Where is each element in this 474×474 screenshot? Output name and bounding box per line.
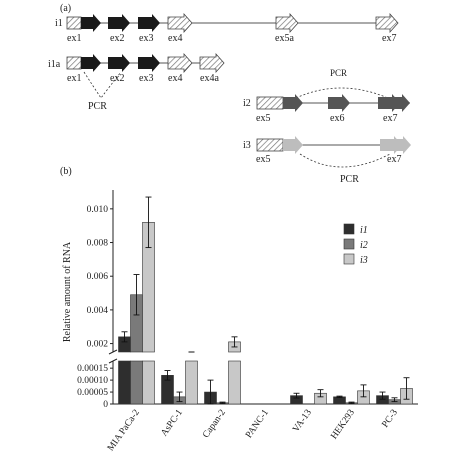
axis-break-mark (108, 358, 118, 364)
exon-label: ex1 (67, 33, 81, 44)
bar-i3 (185, 360, 198, 405)
exon-label: ex4 (168, 33, 182, 44)
y-axis-label: Relative amount of RNA (62, 241, 73, 342)
pcr-path (295, 87, 389, 99)
transcript-i3: i3 ex5 ex7 PCR (243, 136, 411, 185)
y-tick-label: 0.00010 (77, 376, 108, 386)
exon-ex7-tail (394, 94, 410, 112)
panel-b-label: (b) (60, 166, 72, 177)
y-tick-label: 0.010 (87, 205, 109, 215)
exon-label: ex1 (67, 73, 81, 84)
exon-ex6 (328, 94, 350, 112)
gene-structure-diagram: i1 ex1 ex2 ex3 ex4 ex5a ex7 i1a (48, 12, 411, 185)
x-tick-label: PC-3 (381, 408, 401, 430)
exon-ex1 (81, 54, 101, 72)
exon-utr (66, 56, 82, 70)
y-tick-label: 0.004 (87, 306, 109, 316)
axis-break-mark (108, 349, 118, 355)
exon-ex5 (283, 136, 303, 154)
bar-i3 (142, 222, 155, 405)
exon-ex3 (138, 54, 160, 72)
x-tick-label: HEK293 (329, 408, 357, 442)
exon-ex7 (375, 12, 399, 34)
bar-i1 (118, 336, 131, 405)
exon-label: ex5 (256, 113, 270, 124)
x-tick-label: AsPC-1 (160, 408, 186, 439)
y-tick-label: 0.002 (87, 340, 109, 350)
exon-label: ex4a (200, 73, 219, 84)
exon-ex2 (108, 54, 130, 72)
exon-ex1 (81, 14, 101, 32)
exon-ex4 (167, 52, 193, 74)
exon-utr (66, 16, 82, 30)
exon-label: ex5 (256, 154, 270, 165)
legend-swatch-i2 (343, 238, 355, 250)
x-tick-label: PANC-1 (244, 408, 271, 440)
bar-segment-lower (130, 360, 143, 405)
bar-i2 (130, 294, 143, 405)
pcr-label: PCR (330, 68, 347, 78)
transcript-i1: i1 ex1 ex2 ex3 ex4 ex5a ex7 (55, 12, 399, 44)
y-tick-label: 0.00005 (77, 388, 108, 398)
exon-label: ex5a (275, 33, 294, 44)
x-tick-labels: MIA PaCa-2 AsPC-1 Capan-2 PANC-1 VA-13 HEK293… (106, 408, 400, 454)
legend-label-i3: i3 (360, 255, 368, 266)
pcr-label: PCR (340, 174, 359, 185)
x-tick-label: MIA PaCa-2 (106, 408, 142, 453)
transcript-label-i1: i1 (55, 18, 63, 29)
bar-chart: Relative amount of RNA 0.002 0.004 0.006 0.… (62, 190, 418, 453)
bar-i3 (228, 341, 241, 405)
bar-segment-lower (118, 360, 131, 405)
legend-label-i2: i2 (360, 240, 368, 251)
y-tick-label: 0 (103, 400, 108, 410)
exon-label: ex3 (139, 73, 153, 84)
exon-label: ex6 (330, 113, 344, 124)
exon-label: ex3 (139, 33, 153, 44)
pcr-path (299, 153, 391, 168)
exon-ex7-tail (396, 136, 411, 154)
legend-swatch-i1 (343, 223, 355, 235)
exon-ex2 (108, 14, 130, 32)
exon-ex3 (138, 14, 160, 32)
transcript-i1a: i1a PCR ex1 ex2 ex3 ex4 ex4a (48, 52, 225, 112)
x-tick-label: Capan-2 (201, 408, 228, 440)
bars (118, 222, 413, 405)
exon-label: ex2 (110, 33, 124, 44)
exon-ex5a (275, 12, 299, 34)
exon-label: ex7 (383, 113, 397, 124)
transcript-label-i3: i3 (243, 140, 251, 151)
exon-ex4 (167, 12, 193, 34)
exon-label: ex7 (382, 33, 396, 44)
panel-a-label: (a) (60, 3, 71, 14)
error-bars (121, 196, 410, 405)
y-tick-label: 0.00015 (77, 364, 108, 374)
exon-ex5 (283, 94, 303, 112)
y-tick-label: 0.008 (87, 239, 109, 249)
exon-utr (256, 138, 284, 152)
exon-label: ex4 (168, 73, 182, 84)
x-tick-label: VA-13 (291, 408, 314, 435)
exon-label: ex2 (110, 73, 124, 84)
bar-segment-lower (142, 360, 155, 405)
bar-segment-lower (185, 360, 198, 405)
legend-label-i1: i1 (360, 225, 368, 236)
pcr-label: PCR (88, 101, 107, 112)
bar-segment-lower (228, 360, 241, 405)
exon-utr (256, 96, 284, 110)
transcript-label-i2: i2 (243, 98, 251, 109)
legend-swatch-i3 (343, 253, 355, 265)
transcript-i2: PCR i2 ex5 ex6 ex7 (243, 68, 410, 124)
y-tick-label: 0.006 (87, 272, 109, 282)
transcript-label-i1a: i1a (48, 59, 61, 70)
pcr-path (83, 71, 122, 99)
legend: i1 i2 i3 (343, 223, 368, 266)
exon-ex4a (199, 52, 225, 74)
exon-label: ex7 (387, 154, 401, 165)
